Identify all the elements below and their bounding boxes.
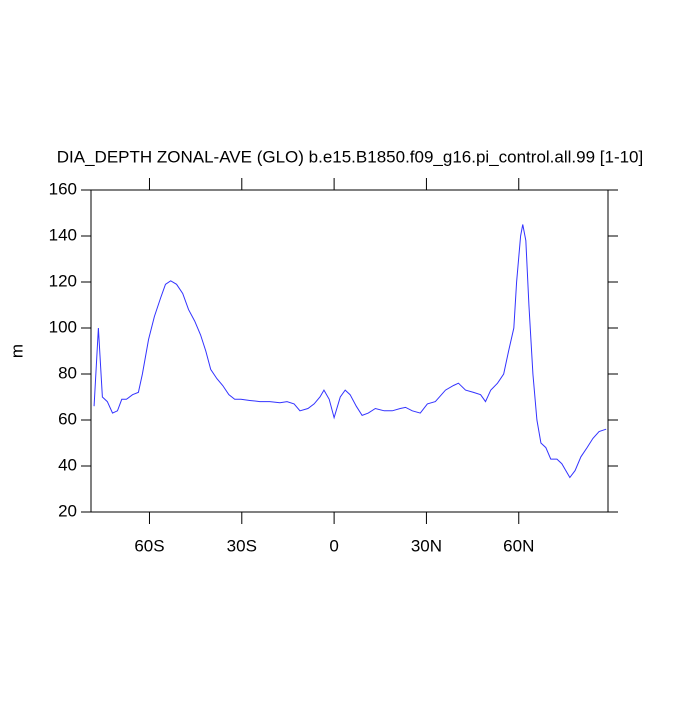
x-tick-label: 30S: [227, 536, 257, 555]
y-axis-label: m: [7, 344, 26, 358]
x-tick-label: 60N: [503, 536, 534, 555]
data-line: [93, 224, 607, 479]
y-tick-label: 100: [49, 317, 77, 336]
x-tick-label: 30N: [411, 536, 442, 555]
x-tick-label: 60S: [134, 536, 164, 555]
y-tick-label: 80: [58, 363, 77, 382]
y-tick-label: 40: [58, 455, 77, 474]
chart-title: DIA_DEPTH ZONAL-AVE (GLO) b.e15.B1850.f0…: [57, 147, 643, 166]
y-tick-label: 20: [58, 501, 77, 520]
x-tick-label: 0: [329, 536, 338, 555]
y-tick-label: 140: [49, 225, 77, 244]
y-tick-label: 160: [49, 179, 77, 198]
y-tick-label: 120: [49, 271, 77, 290]
plot-frame: [90, 189, 609, 513]
y-tick-label: 60: [58, 409, 77, 428]
